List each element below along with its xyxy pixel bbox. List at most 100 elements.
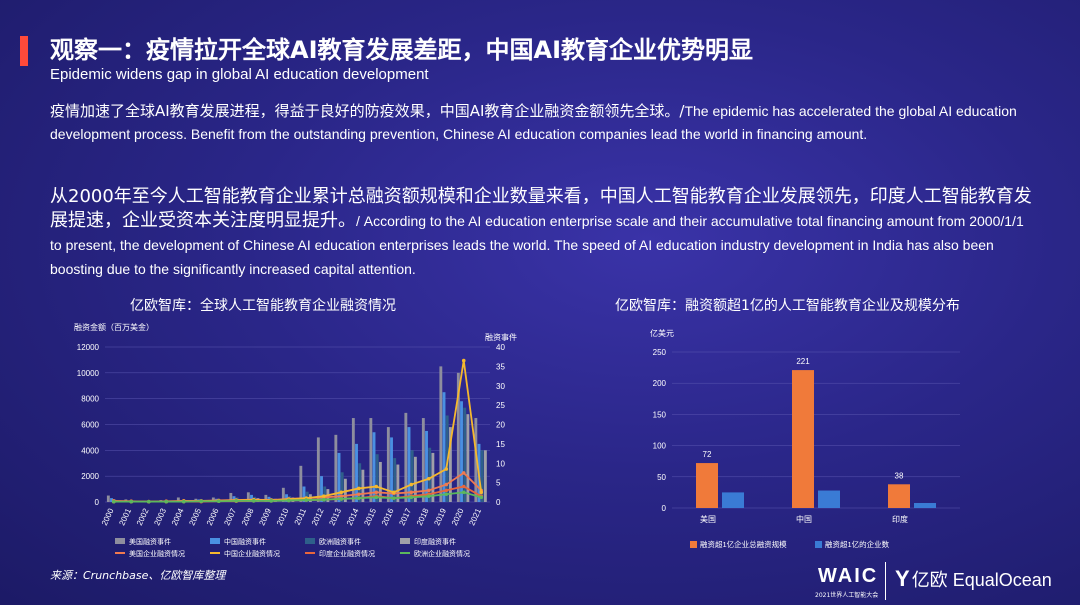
- x-tick-label: 2010: [275, 507, 291, 527]
- x-tick-label: 2004: [170, 507, 186, 527]
- bar-中国融资事件-2016: [390, 437, 393, 502]
- x-tick-label: 2017: [397, 507, 413, 527]
- legend-swatch: [210, 538, 220, 544]
- y2-tick-label: 0: [496, 498, 501, 507]
- point-欧洲企业融资情况-2010: [286, 498, 291, 503]
- point-印度企业融资情况-2019: [444, 488, 449, 493]
- y2-tick-label: 10: [496, 459, 505, 468]
- x-tick-label: 2000: [100, 507, 116, 527]
- point-中国企业融资情况-2019: [444, 467, 449, 471]
- bar-欧洲融资事件-2016: [393, 458, 397, 502]
- bar-欧洲融资事件-2014: [358, 463, 362, 502]
- y-tick-label: 12000: [77, 343, 100, 352]
- bar-印度融资事件-2017: [413, 456, 417, 502]
- point-美国企业融资情况-2017: [409, 490, 414, 495]
- point-欧洲企业融资情况-2008: [251, 499, 256, 503]
- bar-融资超1亿的企业数-美国: [722, 492, 744, 508]
- source-note: 来源：Crunchbase、亿欧智库整理: [50, 569, 226, 582]
- y2-tick-label: 5: [496, 479, 501, 488]
- legend-swatch: [305, 538, 315, 544]
- y-tick-label: 10000: [77, 369, 100, 378]
- paragraph-2-en: / According to the AI education enterpri…: [50, 213, 1024, 277]
- bar-美国融资事件-2004: [176, 497, 180, 502]
- y-tick-label: 0: [95, 498, 100, 507]
- legend-label: 欧洲融资事件: [319, 537, 361, 546]
- point-欧洲企业融资情况-2017: [409, 495, 414, 500]
- point-欧洲企业融资情况-2011: [304, 498, 309, 502]
- x-tick-label: 印度: [892, 514, 908, 524]
- legend-label: 融资超1亿企业总融资规模: [700, 539, 787, 549]
- line-欧洲企业融资情况: [113, 491, 482, 503]
- x-tick-label: 2005: [187, 507, 203, 527]
- financing-trend-chart: 融资金额（百万美金）融资事件02000400060008000100001200…: [74, 322, 517, 558]
- point-印度企业融资情况-2020: [461, 484, 466, 489]
- paragraph-2-zh: 从2000年至今人工智能教育企业累计总融资额规模和企业数量来看，中国人工智能教育…: [50, 186, 1032, 231]
- paragraph-1-en: The epidemic has accelerated the global …: [50, 103, 1017, 142]
- bar-美国融资事件-2018: [421, 418, 425, 502]
- y-tick-label: 6000: [81, 421, 99, 430]
- y2-tick-label: 30: [496, 382, 505, 391]
- bar-印度融资事件-2013: [343, 478, 347, 502]
- bar-融资超1亿企业总融资规模-印度: [888, 484, 910, 508]
- bar-中国融资事件-2015: [372, 432, 376, 502]
- point-美国企业融资情况-2013: [339, 494, 344, 498]
- x-tick-label: 2019: [432, 507, 448, 527]
- x-tick-label: 2001: [117, 507, 133, 527]
- over-100m-distribution-chart: 亿美元 0 50 100 150 200 250 72 221 38 美国 中国 印度融资超1亿企业总融…: [650, 328, 960, 549]
- waic-logo-subtitle: 2021世界人工智能大会: [815, 592, 879, 599]
- x-tick-label: 2003: [152, 507, 168, 527]
- point-中国企业融资情况-2018: [426, 476, 431, 481]
- point-美国企业融资情况-2019: [444, 482, 449, 487]
- point-中国企业融资情况-2015: [374, 484, 379, 489]
- y2-tick-label: 25: [496, 401, 505, 410]
- x-tick-label: 2014: [345, 507, 361, 527]
- bar-欧洲融资事件-2017: [410, 450, 414, 502]
- paragraph-2: 从2000年至今人工智能教育企业累计总融资额规模和企业数量来看，中国人工智能教育…: [50, 185, 1035, 281]
- x-tick-label: 2012: [310, 507, 326, 527]
- bar-中国融资事件-2014: [355, 443, 358, 502]
- bar-美国融资事件-2015: [369, 418, 373, 502]
- bar-印度融资事件-2019: [448, 427, 452, 502]
- bar-中国融资事件-2017: [407, 427, 411, 502]
- x-tick-label: 2009: [257, 507, 273, 527]
- point-美国企业融资情况-2015: [374, 490, 379, 495]
- point-美国企业融资情况-2020: [461, 471, 466, 475]
- y2-tick-label: 15: [496, 440, 505, 449]
- bar-印度融资事件-2021: [483, 450, 487, 502]
- point-中国企业融资情况-2020: [461, 358, 466, 363]
- x-tick-label: 2008: [240, 507, 256, 527]
- y-tick-label: 50: [657, 473, 666, 482]
- bar-美国融资事件-2020: [456, 372, 460, 502]
- bar-欧洲融资事件-2021: [480, 450, 484, 502]
- point-中国企业融资情况-2016: [391, 490, 396, 495]
- bar-美国融资事件-2008: [246, 492, 250, 502]
- point-欧洲企业融资情况-2013: [339, 497, 344, 501]
- bar-融资超1亿的企业数-印度: [914, 503, 936, 508]
- bar-中国融资事件-2018: [425, 430, 428, 502]
- data-label: 72: [703, 450, 712, 459]
- y2-axis-label: 融资事件: [485, 332, 517, 342]
- bar-美国融资事件-2009: [264, 494, 268, 502]
- bar-欧洲融资事件-2012: [323, 486, 327, 502]
- bar-美国融资事件-2013: [334, 434, 338, 502]
- point-欧洲企业融资情况-2002: [146, 499, 151, 504]
- legend-swatch: [115, 538, 125, 544]
- y-tick-label: 8000: [81, 395, 99, 404]
- point-中国企业融资情况-2014: [356, 486, 361, 491]
- equalocean-logo: Y 亿欧 EqualOcean: [895, 566, 1052, 592]
- bar-美国融资事件-2011: [299, 465, 303, 502]
- bar-融资超1亿企业总融资规模-中国: [792, 370, 814, 508]
- point-欧洲企业融资情况-2000: [111, 499, 116, 504]
- bar-中国融资事件-2010: [285, 494, 288, 502]
- title-accent-bar: [20, 36, 28, 66]
- bar-美国融资事件-2016: [386, 427, 390, 502]
- point-美国企业融资情况-2018: [426, 488, 431, 493]
- bar-中国融资事件-2008: [250, 494, 253, 502]
- x-tick-label: 2021: [467, 507, 483, 527]
- point-欧洲企业融资情况-2003: [164, 499, 169, 504]
- y-axis-label: 亿美元: [650, 328, 674, 338]
- bar-中国融资事件-2011: [302, 486, 306, 502]
- point-欧洲企业融资情况-2021: [479, 495, 484, 500]
- bar-美国融资事件-2000: [106, 495, 110, 502]
- page-title: 观察一：疫情拉开全球AI教育发展差距，中国AI教育企业优势明显: [50, 36, 754, 64]
